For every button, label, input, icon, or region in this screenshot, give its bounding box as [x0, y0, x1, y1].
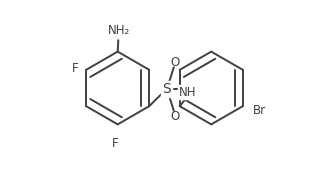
Text: F: F — [112, 137, 119, 150]
Text: O: O — [170, 110, 179, 122]
Text: Br: Br — [253, 104, 266, 117]
Text: F: F — [71, 62, 78, 75]
Text: O: O — [170, 55, 179, 68]
Text: NH: NH — [179, 86, 196, 99]
Text: NH₂: NH₂ — [108, 24, 130, 37]
Text: S: S — [162, 82, 171, 96]
